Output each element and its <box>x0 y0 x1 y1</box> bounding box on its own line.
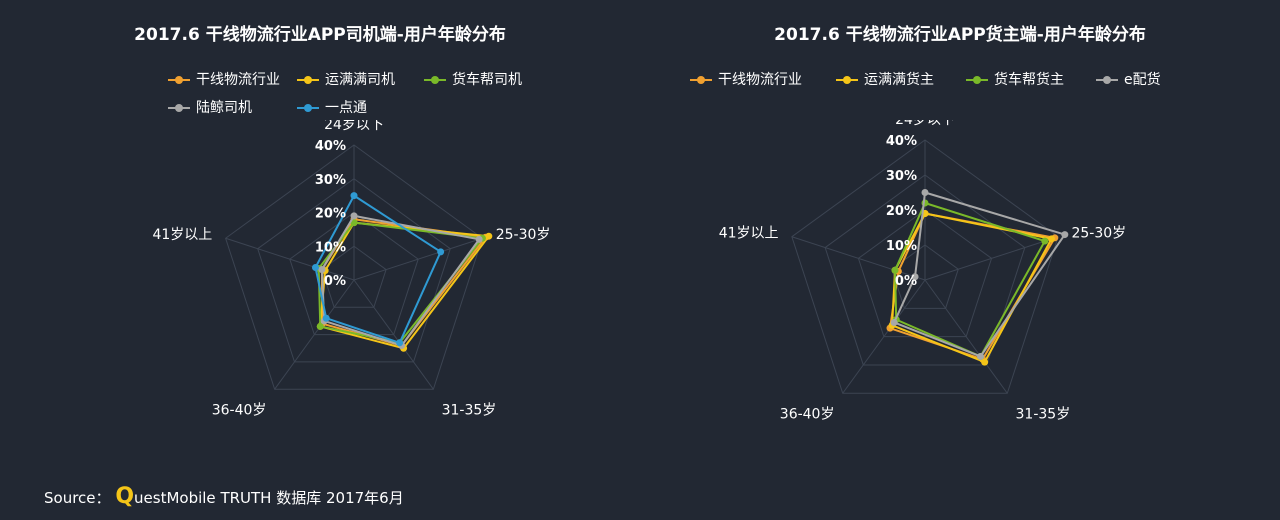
legend-label: 运满满司机 <box>325 72 395 88</box>
data-point <box>921 189 929 196</box>
grid-ring <box>791 139 1059 394</box>
data-point <box>437 248 445 256</box>
brand-name: uestMobile <box>134 489 216 507</box>
legend-item[interactable]: 运满满司机 <box>297 70 417 90</box>
tick-label: 10% <box>886 239 917 254</box>
series-line <box>320 218 487 347</box>
axis-spoke <box>225 237 355 281</box>
chart-legend: 干线物流行业 运满满司机 货车帮司机 陆鲸司机 一点通 <box>0 70 640 120</box>
data-point <box>350 212 358 220</box>
axis-label: 24岁以下 <box>895 120 955 128</box>
data-point <box>1041 237 1049 245</box>
chart-legend: 干线物流行业 运满满货主 货车帮货主 e配货 <box>640 70 1280 94</box>
legend-marker <box>168 104 190 112</box>
legend-marker <box>168 76 190 84</box>
legend-label: e配货 <box>1124 72 1161 88</box>
axis-spoke <box>842 279 926 394</box>
legend-marker <box>1096 76 1118 84</box>
axis-spoke <box>791 236 926 281</box>
axis-label: 25-30岁 <box>1071 225 1126 241</box>
axis-label: 31-35岁 <box>442 403 497 419</box>
legend-label: 干线物流行业 <box>196 72 280 88</box>
tick-label: 20% <box>886 204 917 219</box>
axis-label: 41岁以上 <box>152 227 212 243</box>
axis-label: 25-30岁 <box>496 227 551 243</box>
brand-logo-q: Q <box>115 484 135 509</box>
series-line <box>894 202 1046 358</box>
tick-label: 20% <box>315 207 346 222</box>
tick-label: 30% <box>886 169 917 184</box>
axis-spoke <box>924 236 1059 281</box>
axis-label: 41岁以上 <box>719 225 779 241</box>
data-point <box>318 266 326 274</box>
chart-title: 2017.6 干线物流行业APP司机端-用户年龄分布 <box>134 25 506 45</box>
legend-marker <box>297 76 319 84</box>
data-point <box>1047 235 1055 243</box>
legend-marker <box>836 76 858 84</box>
series-line <box>314 194 442 344</box>
data-point <box>1061 231 1069 239</box>
axis-label: 36-40岁 <box>780 407 835 423</box>
grid-ring <box>824 174 1026 366</box>
series-line <box>893 191 1066 358</box>
axis-label: 24岁以下 <box>324 120 384 133</box>
data-point <box>350 219 358 227</box>
data-point <box>475 235 483 243</box>
source-note: Source： QuestMobile TRUTH 数据库 2017年6月 <box>44 484 404 509</box>
tick-label: 40% <box>886 134 917 149</box>
axis-label: 31-35岁 <box>1016 407 1071 423</box>
source-prefix: Source： <box>44 489 111 507</box>
legend-label: 运满满货主 <box>864 72 934 88</box>
tick-label: 30% <box>315 173 346 188</box>
data-point <box>890 318 898 326</box>
legend-label: 货车帮货主 <box>994 72 1064 88</box>
tick-label: 40% <box>315 139 346 154</box>
data-point <box>981 358 989 366</box>
source-suffix: TRUTH 数据库 2017年6月 <box>220 489 404 507</box>
axis-label: 36-40岁 <box>212 403 267 419</box>
data-point <box>977 352 985 360</box>
series-line <box>319 221 490 350</box>
axis-spoke <box>353 237 483 281</box>
data-point <box>311 263 319 271</box>
legend-item[interactable]: 货车帮司机 <box>424 70 544 90</box>
legend-marker <box>297 104 319 112</box>
tick-label: 10% <box>315 240 346 255</box>
data-point <box>350 192 358 200</box>
data-point <box>911 273 919 281</box>
grid-ring <box>225 144 483 390</box>
axis-spoke <box>274 279 355 390</box>
legend-item[interactable]: 干线物流行业 <box>168 70 298 90</box>
legend-item[interactable]: 干线物流行业 <box>690 70 820 90</box>
legend-label: 干线物流行业 <box>718 72 802 88</box>
legend-item[interactable]: 货车帮货主 <box>966 70 1086 90</box>
legend-label: 陆鲸司机 <box>196 100 252 116</box>
data-point <box>396 339 404 347</box>
tick-label: 0% <box>324 274 346 289</box>
shipper-chart-panel: 2017.6 干线物流行业APP货主端-用户年龄分布 干线物流行业 运满满货主 … <box>640 0 1280 470</box>
axis-spoke <box>353 279 434 390</box>
legend-label: 货车帮司机 <box>452 72 522 88</box>
legend-item[interactable]: 陆鲸司机 <box>168 98 278 118</box>
legend-marker <box>690 76 712 84</box>
driver-chart-panel: 2017.6 干线物流行业APP司机端-用户年龄分布 干线物流行业 运满满司机 … <box>0 0 640 470</box>
legend-marker <box>966 76 988 84</box>
legend-label: 一点通 <box>325 100 367 116</box>
legend-item[interactable]: 一点通 <box>297 98 397 118</box>
axis-spoke <box>924 279 1008 394</box>
radar-chart-driver: 0% 10% 20% 30% 40% 24岁以下 25-30岁 31-35岁 36-40岁 41岁… <box>152 120 551 419</box>
data-point <box>322 314 330 322</box>
legend-marker <box>424 76 446 84</box>
data-point <box>891 266 899 274</box>
radar-chart-shipper: 0% 10% 20% 30% 40% 24岁以下 25-30岁 31-35岁 36-40岁 41岁… <box>719 120 1126 423</box>
chart-title: 2017.6 干线物流行业APP货主端-用户年龄分布 <box>774 25 1146 45</box>
legend-item[interactable]: e配货 <box>1096 70 1186 90</box>
tick-label: 0% <box>895 274 917 289</box>
grid-ring <box>257 178 451 363</box>
grid-ring <box>857 209 993 338</box>
data-point <box>485 232 493 240</box>
legend-item[interactable]: 运满满货主 <box>836 70 956 90</box>
data-point <box>316 322 324 330</box>
series-line <box>320 214 481 347</box>
